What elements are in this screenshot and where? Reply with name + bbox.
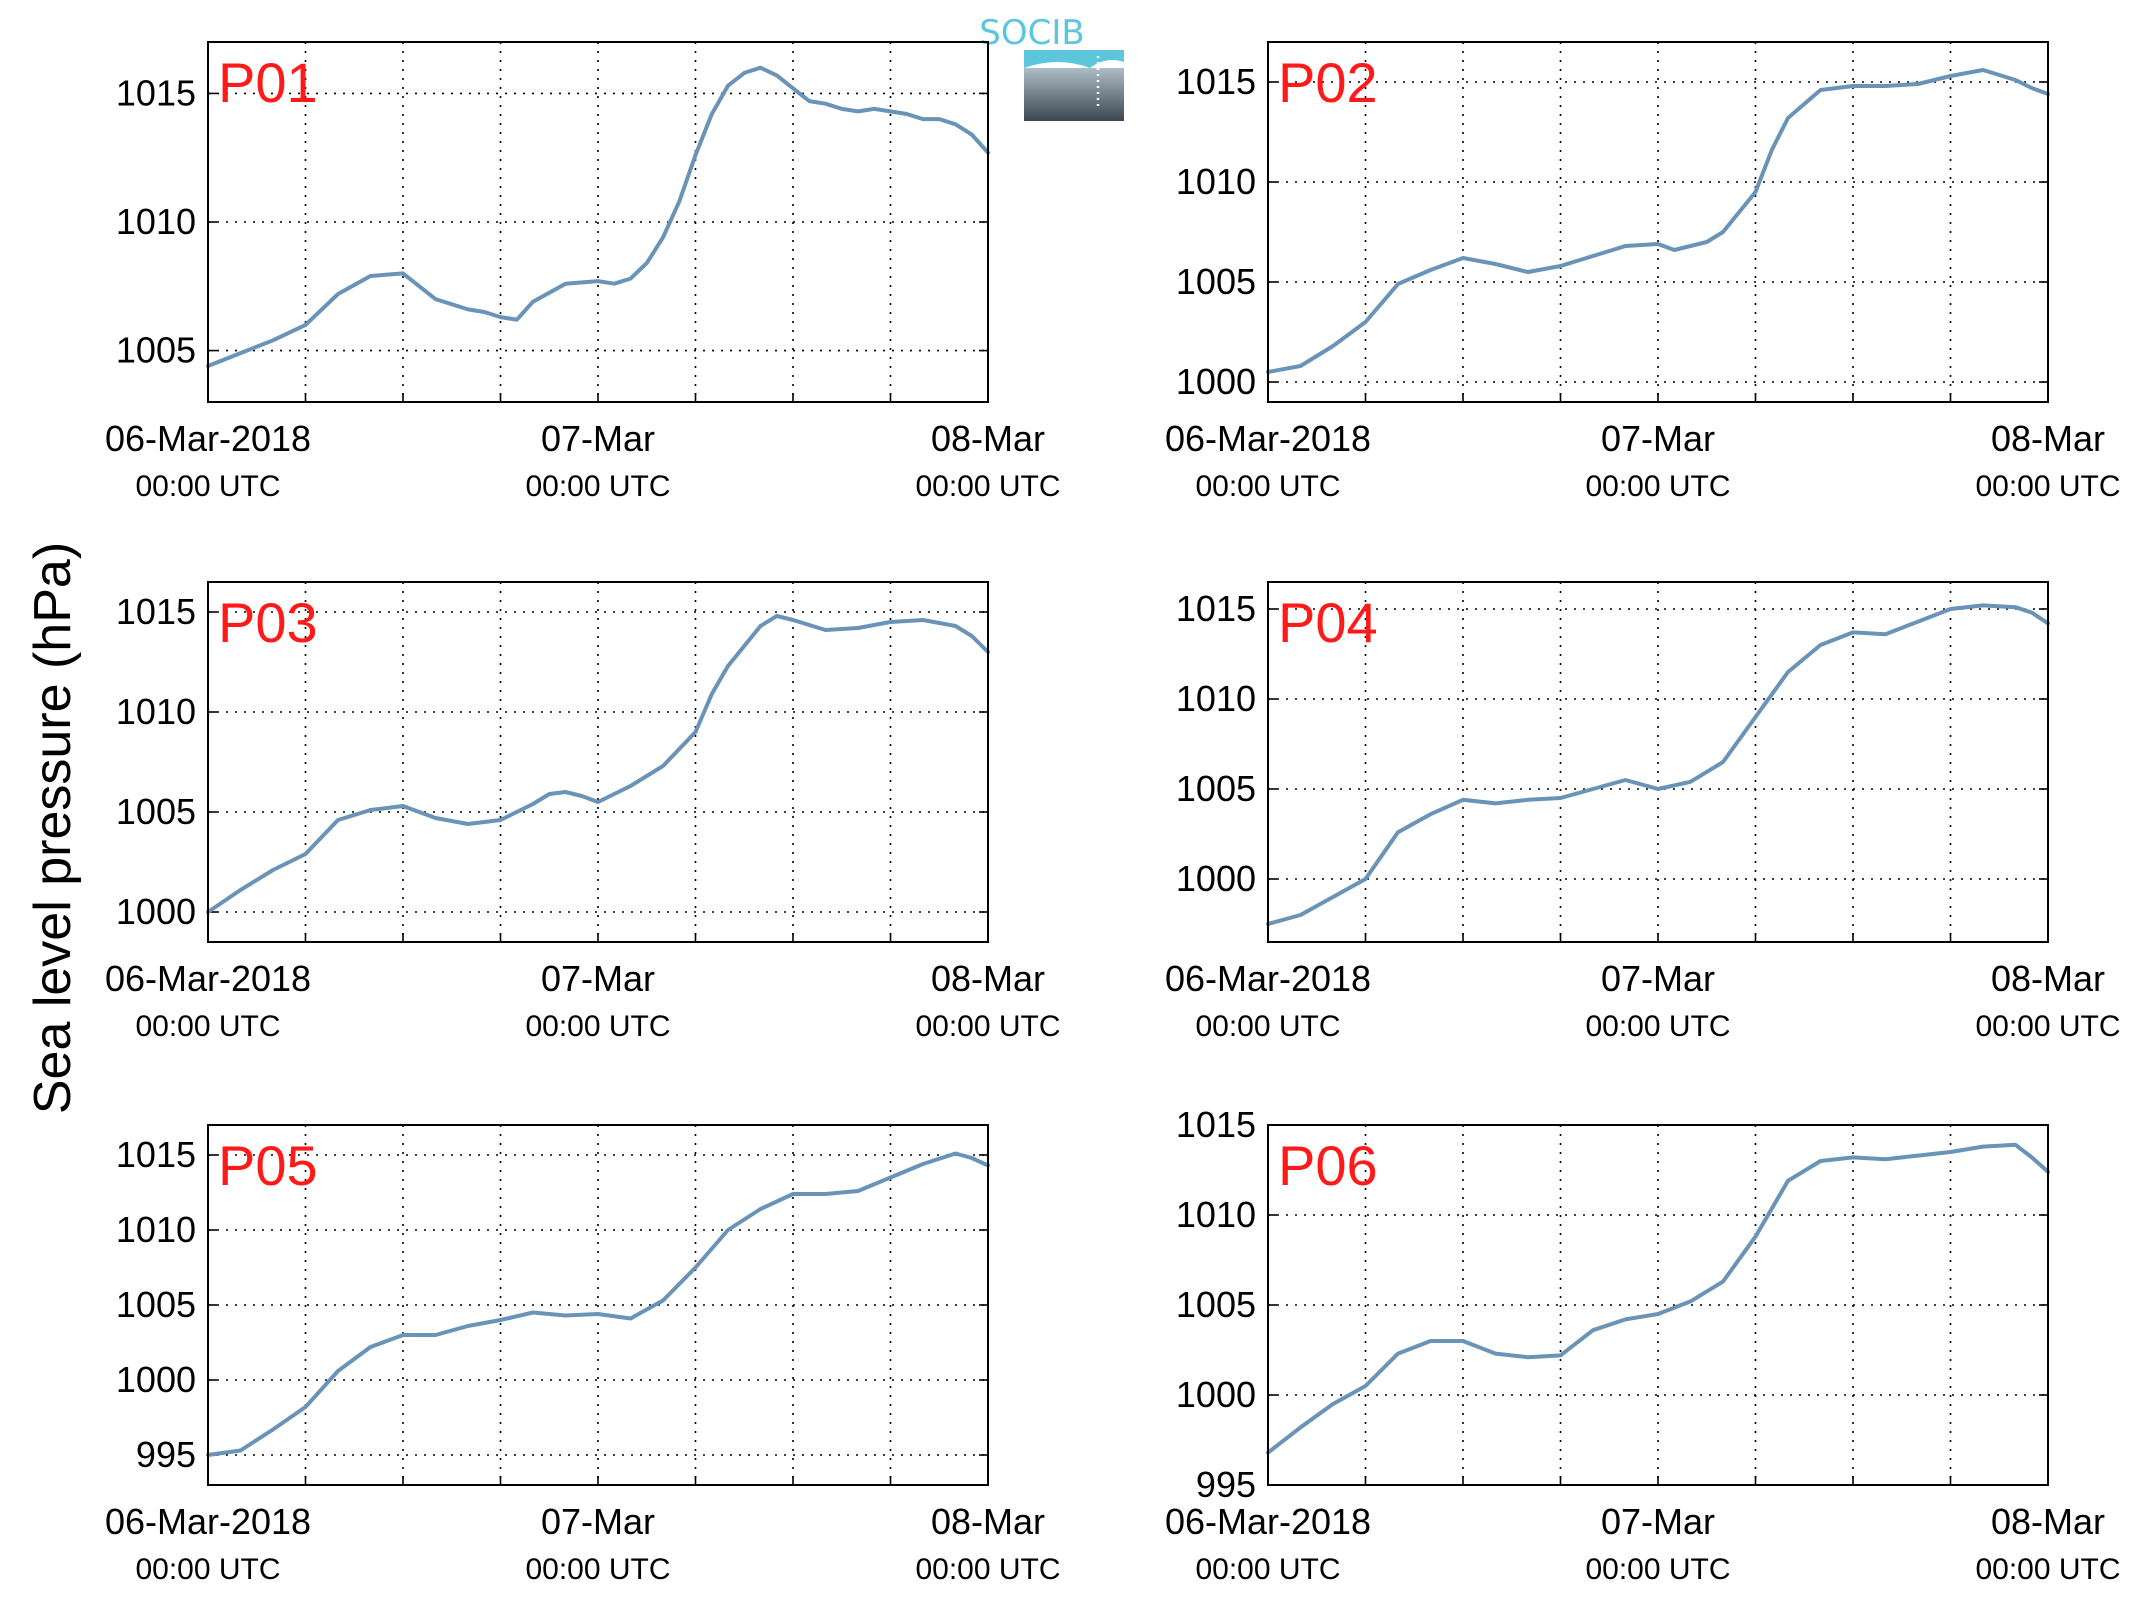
- panel-title: P06: [1278, 1134, 1378, 1197]
- y-tick-label: 1015: [116, 1134, 196, 1175]
- y-tick-label: 1010: [1176, 1194, 1256, 1235]
- y-tick-label: 1010: [1176, 678, 1256, 719]
- y-tick-label: 1005: [116, 330, 196, 371]
- y-tick-label: 1000: [116, 1359, 196, 1400]
- x-tick-sublabel: 00:00 UTC: [915, 1010, 1060, 1043]
- x-tick-sublabel: 00:00 UTC: [525, 470, 670, 503]
- panel-title: P02: [1278, 51, 1378, 114]
- x-tick-sublabel: 00:00 UTC: [525, 1010, 670, 1043]
- series-line: [206, 614, 990, 914]
- y-tick-label: 1015: [116, 591, 196, 632]
- socib-logo: SOCIB: [979, 13, 1124, 121]
- x-tick-sublabel: 00:00 UTC: [1975, 1553, 2120, 1586]
- series-line: [206, 1151, 990, 1457]
- y-tick-label: 1015: [116, 72, 196, 113]
- x-tick-label: 06-Mar-2018: [1165, 418, 1371, 459]
- panel-title: P05: [218, 1134, 318, 1197]
- y-tick-label: 1005: [1176, 1284, 1256, 1325]
- x-tick-label: 07-Mar: [1601, 418, 1715, 459]
- series-line: [1266, 1142, 2050, 1455]
- panel-title: P03: [218, 591, 318, 654]
- plot-frame: [1267, 581, 2049, 943]
- y-tick-label: 1005: [116, 791, 196, 832]
- socib-logo-text: SOCIB: [979, 13, 1084, 53]
- x-tick-label: 07-Mar: [541, 1501, 655, 1542]
- x-tick-sublabel: 00:00 UTC: [915, 1553, 1060, 1586]
- x-tick-label: 07-Mar: [1601, 1501, 1715, 1542]
- x-tick-label: 06-Mar-2018: [105, 418, 311, 459]
- x-tick-sublabel: 00:00 UTC: [135, 1553, 280, 1586]
- x-tick-label: 08-Mar: [931, 418, 1045, 459]
- x-tick-sublabel: 00:00 UTC: [915, 470, 1060, 503]
- series-line: [1266, 68, 2050, 374]
- socib-logo-wave: [1024, 50, 1124, 68]
- plot-frame: [207, 581, 989, 943]
- y-tick-label: 1015: [1176, 61, 1256, 102]
- y-tick-label: 1015: [1176, 588, 1256, 629]
- plot-frame: [1267, 1124, 2049, 1486]
- y-tick-label: 1005: [1176, 768, 1256, 809]
- x-tick-sublabel: 00:00 UTC: [1975, 470, 2120, 503]
- x-tick-label: 08-Mar: [1991, 958, 2105, 999]
- plot-frame: [1267, 41, 2049, 403]
- y-axis-label: Sea level pressure (hPa): [24, 542, 82, 1114]
- panel-title: P01: [218, 51, 318, 114]
- x-tick-label: 06-Mar-2018: [105, 1501, 311, 1542]
- y-tick-label: 1000: [1176, 1374, 1256, 1415]
- y-tick-label: 1010: [116, 201, 196, 242]
- chart-panel-p02: 1000 1005 1010 1015 06-Mar-2018 00:00 UTC 07-M…: [1165, 41, 2121, 503]
- x-tick-sublabel: 00:00 UTC: [525, 1553, 670, 1586]
- plot-frame: [207, 41, 989, 403]
- y-tick-label: 1010: [116, 1209, 196, 1250]
- x-tick-sublabel: 00:00 UTC: [135, 470, 280, 503]
- y-tick-label: 1005: [1176, 261, 1256, 302]
- y-tick-label: 1005: [116, 1284, 196, 1325]
- x-tick-sublabel: 00:00 UTC: [1195, 1010, 1340, 1043]
- y-tick-label: 1010: [1176, 161, 1256, 202]
- y-tick-label: 995: [1196, 1464, 1256, 1505]
- y-tick-label: 995: [136, 1434, 196, 1475]
- x-tick-label: 08-Mar: [931, 958, 1045, 999]
- chart-panel-p01: 1005 1010 1015 06-Mar-2018 00:00 UTC 07-Mar 00…: [105, 41, 1061, 503]
- x-tick-sublabel: 00:00 UTC: [1975, 1010, 2120, 1043]
- x-tick-label: 06-Mar-2018: [1165, 958, 1371, 999]
- x-tick-sublabel: 00:00 UTC: [1585, 470, 1730, 503]
- x-tick-label: 07-Mar: [1601, 958, 1715, 999]
- socib-logo-block: [1024, 68, 1124, 121]
- plot-frame: [207, 1124, 989, 1486]
- series-line: [206, 65, 990, 368]
- x-tick-sublabel: 00:00 UTC: [135, 1010, 280, 1043]
- series-line: [1266, 603, 2050, 926]
- y-tick-label: 1000: [1176, 361, 1256, 402]
- x-tick-label: 08-Mar: [1991, 1501, 2105, 1542]
- x-tick-label: 08-Mar: [1991, 418, 2105, 459]
- panel-title: P04: [1278, 591, 1378, 654]
- y-tick-label: 1000: [116, 891, 196, 932]
- x-tick-label: 07-Mar: [541, 418, 655, 459]
- x-tick-label: 08-Mar: [931, 1501, 1045, 1542]
- x-tick-sublabel: 00:00 UTC: [1195, 1553, 1340, 1586]
- x-tick-label: 07-Mar: [541, 958, 655, 999]
- chart-panel-p03: 1000 1005 1010 1015 06-Mar-2018 00:00 UTC 07-M…: [105, 581, 1061, 1043]
- chart-panel-p05: 995 1000 1005 1010 1015 06-Mar-2018 00:00 UTC 0…: [105, 1124, 1061, 1586]
- x-tick-label: 06-Mar-2018: [105, 958, 311, 999]
- y-tick-label: 1015: [1176, 1104, 1256, 1145]
- x-tick-sublabel: 00:00 UTC: [1195, 470, 1340, 503]
- chart-panel-p06: 995 1000 1005 1010 1015 06-Mar-2018 00:00 UTC 0…: [1165, 1104, 2121, 1586]
- x-tick-sublabel: 00:00 UTC: [1585, 1010, 1730, 1043]
- x-tick-label: 06-Mar-2018: [1165, 1501, 1371, 1542]
- x-tick-sublabel: 00:00 UTC: [1585, 1553, 1730, 1586]
- y-tick-label: 1010: [116, 691, 196, 732]
- chart-panel-p04: 1000 1005 1010 1015 06-Mar-2018 00:00 UTC 07-M…: [1165, 581, 2121, 1043]
- y-tick-label: 1000: [1176, 858, 1256, 899]
